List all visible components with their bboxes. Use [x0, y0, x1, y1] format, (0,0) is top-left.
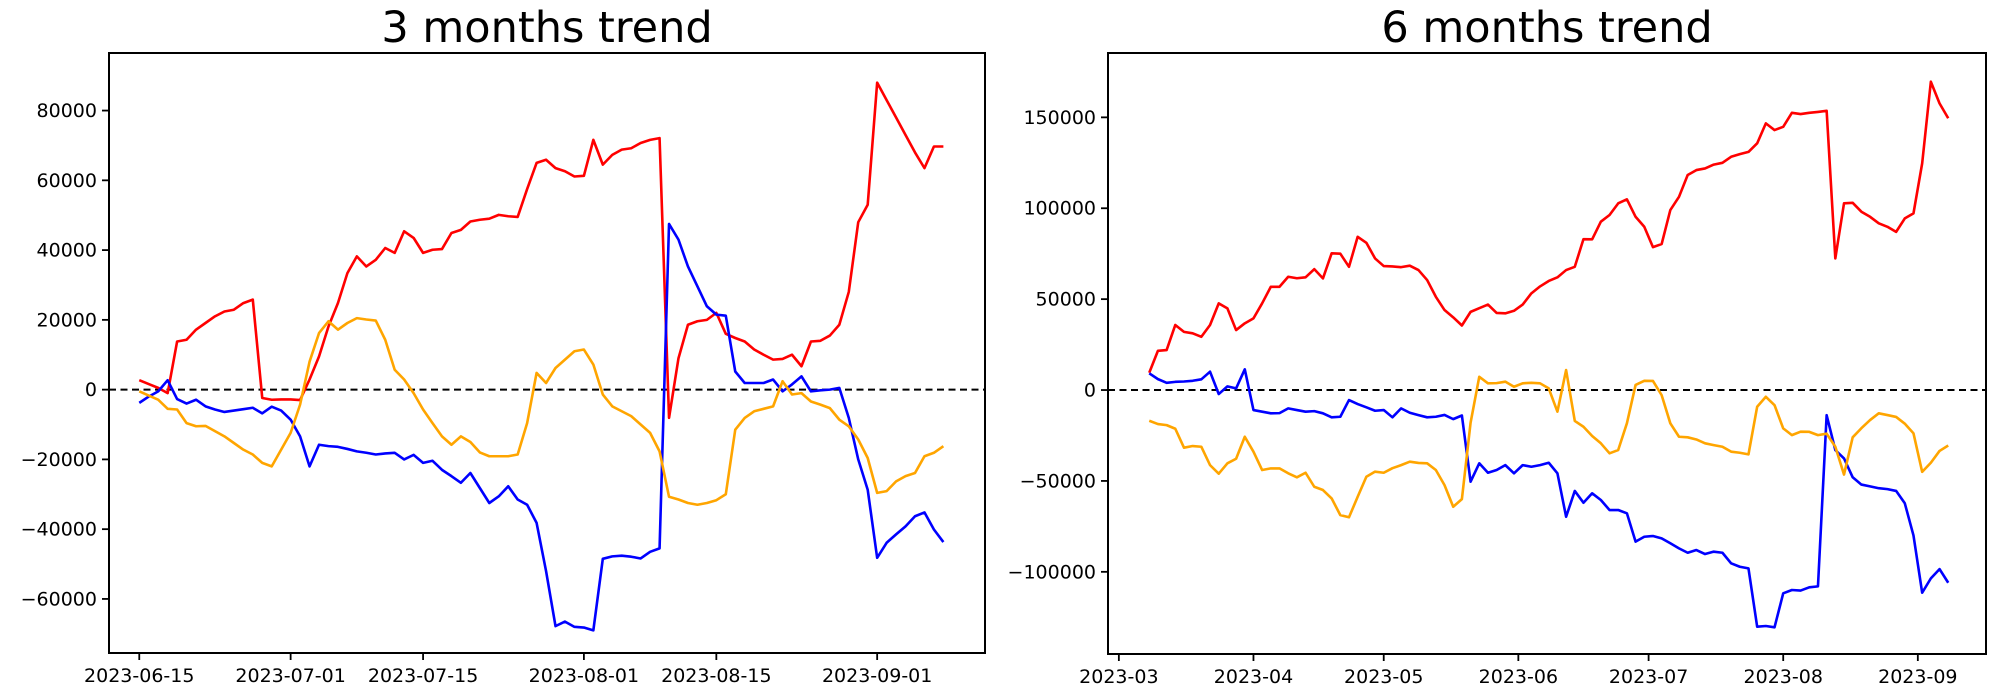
plot-title-3-months: 3 months trend [381, 3, 713, 53]
x-tick-label: 2023-03 [1079, 666, 1158, 688]
x-tick-label: 2023-08-01 [529, 665, 639, 687]
y-tick-label: −100000 [1008, 561, 1096, 583]
y-tick-label: −20000 [21, 449, 97, 471]
y-tick-label: −40000 [21, 519, 97, 541]
axes-box [108, 52, 986, 654]
y-tick-label: −60000 [21, 588, 97, 610]
red-series-line [138, 81, 944, 420]
y-tick-label: 50000 [1036, 289, 1096, 311]
y-tick-label: 0 [1084, 380, 1096, 402]
x-tick-label: 2023-05 [1344, 666, 1423, 688]
x-tick-label: 2023-07-15 [368, 665, 478, 687]
x-tick-label: 2023-04 [1214, 666, 1293, 688]
y-tick-label: 100000 [1023, 198, 1096, 220]
orange-series-line [1148, 368, 1949, 519]
y-tick-label: 20000 [37, 309, 97, 331]
x-tick-label: 2023-07-01 [235, 665, 345, 687]
x-tick-label: 2023-08 [1744, 666, 1823, 688]
axes-box [1107, 52, 1987, 655]
y-tick-label: −50000 [1020, 470, 1096, 492]
blue-series-line [1148, 368, 1950, 629]
x-tick-label: 2023-06 [1479, 666, 1558, 688]
red-series-line [1148, 80, 1950, 374]
x-tick-label: 2023-09 [1878, 666, 1957, 688]
plot-title-6-months: 6 months trend [1381, 3, 1713, 53]
x-tick-label: 2023-07 [1609, 666, 1688, 688]
blue-series-line [138, 222, 945, 632]
y-tick-label: 60000 [37, 170, 97, 192]
y-tick-label: 150000 [1023, 107, 1096, 129]
x-tick-label: 2023-06-15 [84, 665, 194, 687]
x-tick-label: 2023-08-15 [661, 665, 771, 687]
y-tick-label: 0 [85, 379, 97, 401]
y-tick-label: 40000 [37, 240, 97, 262]
orange-series-line [138, 316, 945, 507]
x-tick-label: 2023-09-01 [822, 665, 932, 687]
y-tick-label: 80000 [37, 100, 97, 122]
